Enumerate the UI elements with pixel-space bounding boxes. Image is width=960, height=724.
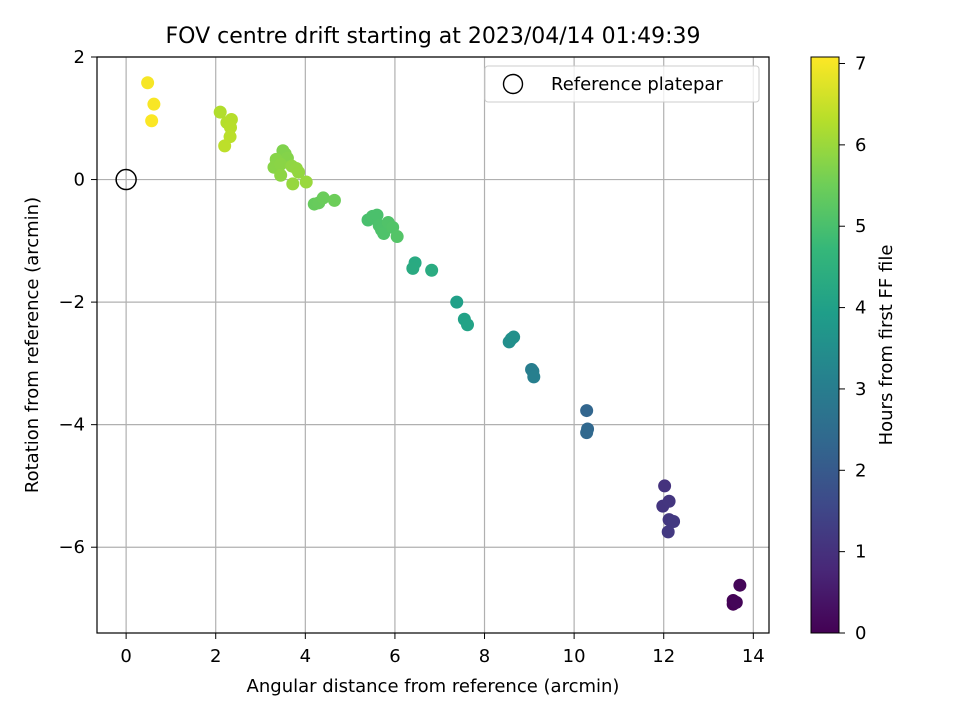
colorbar-tick-label: 3 — [855, 379, 866, 400]
data-point — [147, 97, 161, 111]
data-point — [460, 318, 474, 332]
colorbar — [811, 57, 839, 633]
legend: Reference platepar — [484, 65, 760, 103]
data-point — [733, 578, 747, 592]
legend-box — [484, 65, 760, 103]
data-point — [507, 330, 521, 344]
data-point — [292, 165, 306, 179]
plot-frame — [96, 56, 770, 634]
y-axis-label: Rotation from reference (arcmin) — [22, 197, 43, 493]
data-point — [658, 479, 672, 493]
y-axis-ticks: −6 −4 −2 0 2 — [58, 47, 97, 558]
x-axis-label: Angular distance from reference (arcmin) — [247, 676, 620, 697]
y-tick-label: 0 — [74, 170, 85, 191]
data-point — [141, 76, 155, 90]
data-point — [224, 120, 238, 134]
data-point — [274, 168, 288, 182]
reference-marker-layer — [115, 168, 137, 191]
x-tick-label: 10 — [563, 646, 586, 667]
y-tick-label: −4 — [58, 415, 85, 436]
y-tick-label: 2 — [74, 47, 85, 68]
data-point — [580, 426, 594, 440]
data-point — [425, 263, 439, 277]
data-point — [580, 404, 594, 418]
x-tick-label: 4 — [300, 646, 311, 667]
x-tick-label: 6 — [389, 646, 400, 667]
colorbar-tick-label: 7 — [855, 54, 866, 75]
colorbar-ticks: 0 1 2 3 4 5 6 7 — [839, 54, 866, 644]
colorbar-label: Hours from first FF file — [876, 245, 897, 446]
data-point — [286, 177, 300, 191]
colorbar-tick-label: 2 — [855, 460, 866, 481]
colorbar-tick-label: 5 — [855, 216, 866, 237]
data-point — [145, 114, 159, 128]
data-point — [218, 139, 232, 153]
data-point — [661, 525, 675, 539]
colorbar-tick-label: 4 — [855, 298, 866, 319]
x-tick-label: 14 — [742, 646, 765, 667]
x-tick-label: 8 — [479, 646, 490, 667]
data-points — [141, 76, 747, 611]
data-point — [406, 261, 420, 275]
data-point — [450, 295, 464, 309]
x-tick-label: 2 — [210, 646, 221, 667]
colorbar-tick-label: 1 — [855, 542, 866, 563]
y-tick-label: −6 — [58, 537, 85, 558]
data-point — [667, 514, 681, 528]
data-point — [662, 494, 676, 508]
x-tick-label: 0 — [120, 646, 131, 667]
plot-area — [97, 57, 769, 633]
colorbar-frame — [810, 56, 840, 634]
data-point — [729, 595, 743, 609]
colorbar-tick-label: 0 — [855, 623, 866, 644]
legend-reference-marker — [502, 73, 524, 95]
data-point — [299, 175, 313, 189]
chart-title: FOV centre drift starting at 2023/04/14 … — [166, 24, 701, 49]
x-axis-ticks: 0 2 4 6 8 10 12 14 — [120, 633, 765, 667]
data-point — [274, 157, 288, 171]
data-point — [370, 208, 384, 222]
data-point — [527, 370, 541, 384]
data-point — [327, 193, 341, 207]
data-point — [213, 105, 227, 119]
y-tick-label: −2 — [58, 292, 85, 313]
data-point — [316, 191, 330, 205]
legend-label-reference: Reference platepar — [551, 74, 723, 95]
x-tick-label: 12 — [652, 646, 675, 667]
colorbar-tick-label: 6 — [855, 135, 866, 156]
reference-platepar-marker — [115, 168, 137, 191]
data-point — [390, 230, 404, 244]
